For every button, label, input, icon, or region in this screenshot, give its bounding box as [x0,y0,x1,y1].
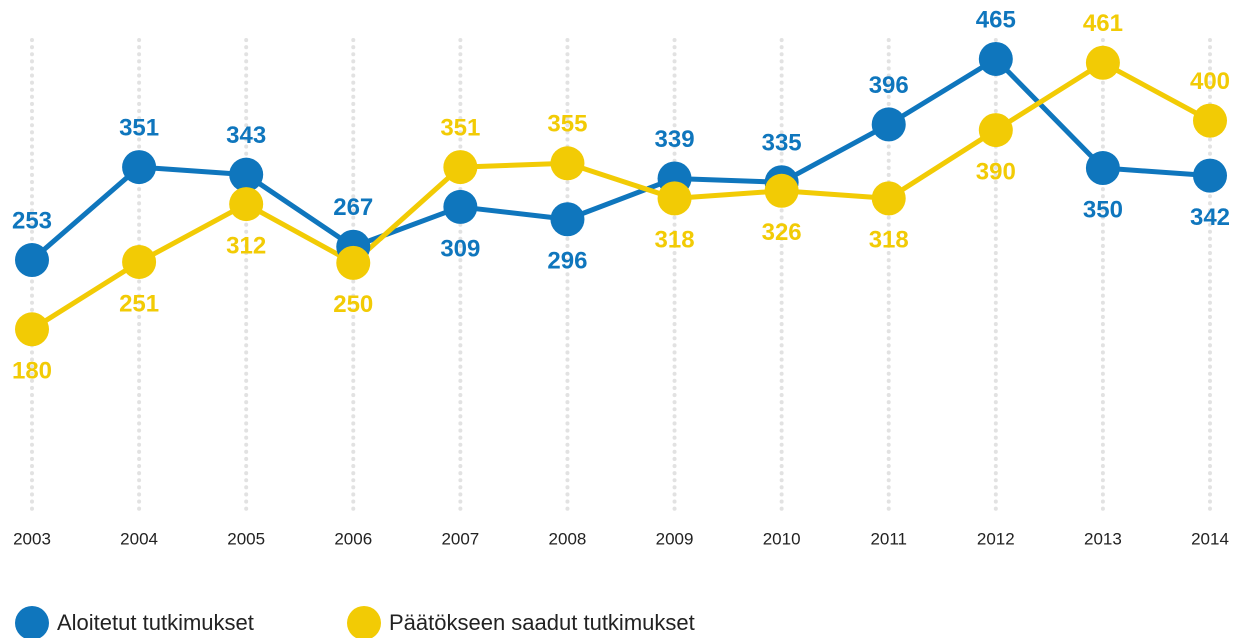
point [443,150,478,185]
x-tick-label: 2010 [763,529,801,548]
legend-marker [347,606,381,638]
value-label: 250 [333,291,373,318]
value-label: 400 [1190,68,1230,95]
point [1193,103,1227,138]
value-label: 180 [12,358,52,385]
x-tick-label: 2003 [13,529,51,548]
line [30,56,1211,262]
x-tick-label: 2007 [441,529,479,548]
value-label: 465 [976,6,1016,33]
point [1085,45,1120,80]
point [229,187,264,222]
value-label: 351 [440,114,480,141]
value-label: 318 [869,227,909,254]
point [657,181,692,216]
point [229,157,264,192]
legend-marker [15,606,49,638]
x-tick-label: 2011 [870,529,907,548]
x-tick-label: 2009 [656,529,694,548]
value-label: 253 [12,207,52,234]
line [30,60,1212,332]
value-label: 390 [976,158,1016,185]
value-label: 318 [655,227,695,254]
point [15,243,49,278]
value-label: 309 [440,235,480,262]
x-tick-label: 2014 [1191,529,1229,548]
x-tick-label: 2013 [1084,529,1122,548]
value-label: 339 [655,126,695,153]
point [122,244,157,279]
value-label: 351 [119,114,159,141]
point [443,189,478,224]
point [550,202,585,237]
x-tick-label: 2006 [334,529,372,548]
value-label: 312 [226,232,266,259]
value-label: 267 [333,194,373,221]
value-label: 350 [1083,196,1123,223]
point [15,312,49,347]
x-tick-label: 2008 [549,529,587,548]
point [550,146,585,181]
value-label: 326 [762,219,802,246]
point [871,107,906,142]
point [122,150,157,185]
x-tick-label: 2012 [977,529,1015,548]
point [336,245,371,280]
x-tick-label: 2005 [227,529,265,548]
value-label: 343 [226,122,266,149]
value-label: 355 [547,111,587,138]
point [1085,151,1120,186]
value-label: 342 [1190,204,1230,231]
legend-label: Päätökseen saadut tutkimukset [389,610,695,635]
point [871,181,906,216]
value-label: 251 [119,290,159,317]
value-label: 396 [869,72,909,99]
value-label: 335 [762,130,802,157]
point [1193,158,1227,193]
point [978,113,1013,148]
point [764,173,799,208]
value-label: 461 [1083,10,1123,37]
legend-label: Aloitetut tutkimukset [57,610,254,635]
x-tick-label: 2004 [120,529,158,548]
point [978,41,1013,76]
value-label: 296 [547,248,587,275]
